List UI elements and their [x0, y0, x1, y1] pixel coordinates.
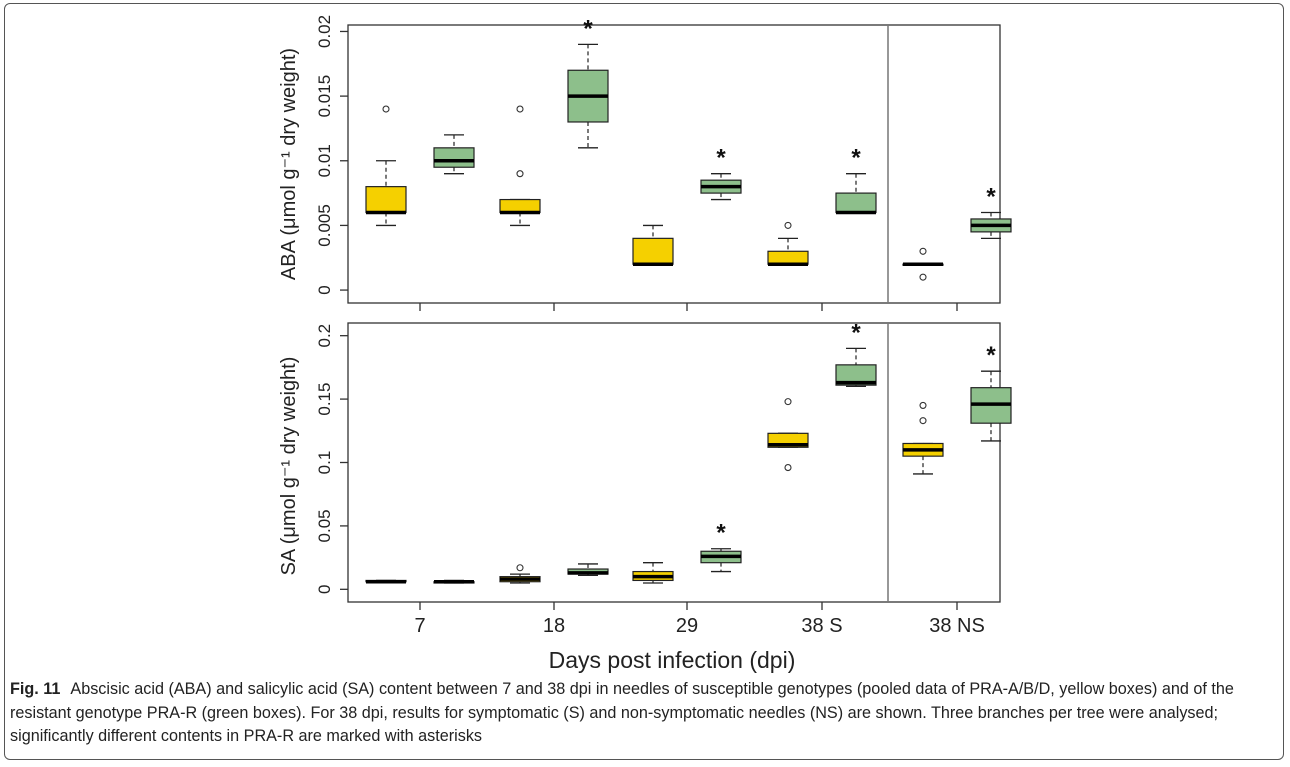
x-tick-label: 38 S — [801, 615, 842, 637]
aba-box-susceptible — [365, 105, 407, 227]
figure-caption: Fig. 11 Abscisic acid (ABA) and salicylic… — [10, 678, 1278, 749]
aba-plot-frame — [347, 24, 1001, 304]
aba-ytick-label: 0 — [315, 285, 334, 294]
aba-ytick-label: 0.02 — [315, 15, 334, 48]
box-iqr — [835, 192, 877, 214]
aba-box-resistant — [567, 43, 609, 149]
significance-asterisk: * — [583, 15, 593, 42]
aba-box-susceptible — [632, 224, 674, 266]
aba-ytick-label: 0.015 — [315, 75, 334, 118]
sa-box-susceptible — [499, 564, 541, 584]
sa-ytick-label: 0.2 — [315, 324, 334, 348]
sa-box-susceptible — [365, 579, 407, 584]
sa-box-susceptible — [902, 401, 944, 475]
aba-box-resistant — [700, 173, 742, 201]
outlier-point — [784, 464, 792, 472]
aba-panel: 0 0.005 0.01 0.015 0.02 ABA (μmol g⁻¹ dry wei… — [278, 15, 1012, 311]
figure-caption-text: Abscisic acid (ABA) and salicylic acid (… — [10, 680, 1234, 745]
x-tick-label: 7 — [414, 615, 425, 637]
significance-asterisk: * — [986, 342, 996, 369]
sa-y-axis-label: SA (μmol g⁻¹ dry weight) — [278, 357, 300, 576]
outlier-point — [919, 247, 927, 255]
outlier-point — [516, 170, 524, 178]
figure-label: Fig. 11 — [10, 680, 61, 698]
sa-plot-frame — [347, 322, 1001, 603]
x-tick-label: 29 — [676, 615, 698, 637]
x-tick-label: 38 NS — [929, 615, 985, 637]
outlier-point — [382, 105, 390, 113]
sa-ytick-label: 0.15 — [315, 383, 334, 416]
sa-box-susceptible — [632, 562, 674, 584]
significance-asterisk: * — [986, 183, 996, 210]
sa-box-susceptible — [767, 398, 809, 472]
figure-frame — [4, 3, 1284, 760]
sa-box-resistant — [700, 548, 742, 573]
sa-box-resistant — [835, 347, 877, 388]
box-iqr — [632, 237, 674, 265]
sa-panel: 0 0.05 0.1 0.15 0.2 SA (μmol g⁻¹ dry weight) 7… — [278, 319, 1012, 637]
aba-box-resistant — [970, 211, 1012, 239]
aba-ytick-label: 0.01 — [315, 144, 334, 177]
outlier-point — [784, 221, 792, 229]
outlier-point — [919, 417, 927, 425]
box-iqr — [365, 186, 407, 214]
aba-box-resistant — [835, 173, 877, 215]
boxplot-figure: 0 0.005 0.01 0.015 0.02 ABA (μmol g⁻¹ dry wei… — [278, 15, 1012, 673]
significance-asterisk: * — [851, 319, 861, 346]
significance-asterisk: * — [851, 145, 861, 172]
outlier-point — [516, 105, 524, 113]
box-iqr — [433, 147, 475, 168]
aba-box-susceptible — [767, 221, 809, 266]
aba-box-resistant — [433, 134, 475, 175]
box-iqr — [499, 198, 541, 214]
significance-asterisk: * — [716, 145, 726, 172]
sa-ytick-label: 0.1 — [315, 451, 334, 475]
sa-ytick-label: 0.05 — [315, 509, 334, 542]
sa-ytick-label: 0 — [315, 585, 334, 594]
aba-ytick-label: 0.005 — [315, 204, 334, 247]
sa-box-resistant — [970, 370, 1012, 442]
x-tick-label: 18 — [543, 615, 565, 637]
significance-asterisk: * — [716, 520, 726, 547]
aba-box-susceptible — [499, 105, 541, 227]
box-iqr — [767, 250, 809, 265]
box-iqr — [835, 364, 877, 386]
sa-box-resistant — [433, 579, 475, 584]
aba-box-susceptible — [902, 247, 944, 281]
outlier-point — [919, 273, 927, 281]
outlier-point — [919, 401, 927, 409]
sa-box-resistant — [567, 563, 609, 577]
x-axis-label: Days post infection (dpi) — [549, 647, 796, 673]
outlier-point — [516, 564, 524, 572]
aba-y-axis-label: ABA (μmol g⁻¹ dry weight) — [278, 48, 300, 280]
outlier-point — [784, 398, 792, 406]
